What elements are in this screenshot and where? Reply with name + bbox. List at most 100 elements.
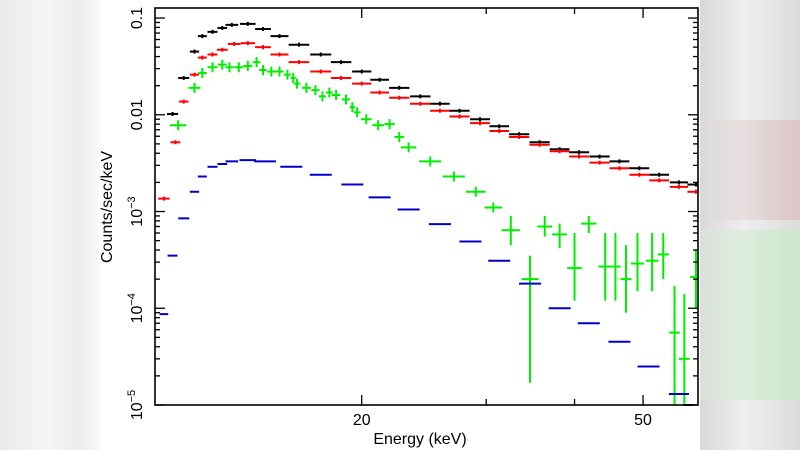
background-blur-right-top: [700, 120, 800, 220]
data-point: [349, 102, 356, 113]
data-point: [288, 42, 310, 47]
data-point: [501, 215, 520, 246]
data-point: [216, 47, 228, 52]
data-point: [394, 131, 405, 142]
y-tick-label-base: 10: [129, 209, 146, 227]
data-point: [188, 82, 201, 93]
data-point: [225, 62, 234, 73]
data-point: [197, 34, 207, 39]
data-point: [489, 128, 510, 133]
data-point: [170, 140, 181, 145]
background-blur-right-bottom: [700, 230, 800, 400]
data-point: [687, 189, 698, 194]
data-point: [310, 69, 332, 74]
y-tick-label: 10−5: [126, 390, 146, 420]
data-point: [293, 78, 301, 89]
series-1: [158, 41, 698, 201]
data-point: [197, 55, 207, 60]
data-point: [259, 65, 267, 76]
data-point: [341, 94, 351, 105]
data-point: [290, 72, 296, 83]
data-point: [400, 142, 417, 153]
x-tick-label: 20: [353, 412, 371, 429]
y-axis-label: Counts/sec/keV: [99, 151, 116, 263]
series-3: [159, 159, 694, 406]
y-tick-label: 0.1: [129, 7, 146, 29]
y-tick-label: 0.01: [129, 99, 146, 130]
data-point: [620, 245, 632, 313]
y-tick-label-exponent: −4: [126, 293, 138, 306]
data-point: [197, 68, 207, 79]
data-point: [370, 90, 390, 95]
data-point: [465, 186, 486, 197]
data-point: [225, 22, 239, 27]
data-point: [687, 182, 698, 187]
data-point: [581, 215, 597, 233]
data-point: [649, 172, 670, 177]
data-point: [645, 232, 659, 292]
data-point: [430, 108, 450, 113]
data-point: [217, 25, 228, 30]
data-point: [630, 232, 645, 292]
y-tick-label: 10−4: [126, 293, 146, 323]
data-point: [310, 52, 332, 57]
data-point: [267, 66, 276, 77]
x-axis-label: Energy (keV): [373, 431, 466, 448]
data-point: [552, 223, 568, 248]
data-point: [419, 156, 442, 167]
data-point: [629, 172, 650, 177]
y-tick-label-exponent: −3: [126, 196, 138, 209]
data-point: [178, 99, 189, 104]
data-point: [669, 285, 680, 405]
data-point: [569, 154, 590, 159]
data-point: [589, 154, 610, 159]
y-tick-label-group: 10−3: [126, 196, 146, 226]
data-point: [410, 94, 431, 99]
data-point: [449, 114, 470, 119]
data-point: [470, 121, 490, 126]
data-point: [353, 107, 361, 118]
data-point: [352, 69, 372, 74]
y-tick-label-base: 0.1: [129, 7, 146, 29]
data-point: [270, 52, 289, 57]
data-point: [489, 124, 510, 129]
data-point: [529, 142, 550, 147]
figure-background: [100, 0, 700, 450]
y-tick-label-exponent: −5: [126, 390, 138, 403]
data-point: [330, 60, 352, 65]
data-point: [207, 29, 218, 34]
data-marks: [158, 21, 698, 406]
data-point: [521, 255, 539, 383]
data-point: [470, 117, 490, 122]
data-point: [288, 60, 310, 65]
data-point: [270, 34, 289, 39]
data-point: [598, 232, 612, 301]
data-point: [389, 95, 410, 100]
data-point: [549, 149, 570, 154]
y-tick-label-group: 0.1: [129, 7, 146, 29]
data-point: [301, 82, 311, 93]
data-point: [589, 160, 610, 165]
data-point: [331, 90, 341, 101]
y-tick-label-base: 10: [129, 306, 146, 324]
data-point: [275, 66, 284, 77]
data-point: [669, 180, 689, 185]
data-point: [384, 119, 395, 130]
y-tick-label-base: 10: [129, 402, 146, 420]
y-tick-label-group: 10−5: [126, 390, 146, 420]
data-point: [679, 294, 690, 405]
data-point: [649, 178, 670, 183]
data-point: [669, 184, 689, 189]
x-tick-label: 50: [634, 412, 652, 429]
data-point: [430, 101, 450, 106]
data-point: [252, 57, 261, 68]
data-point: [442, 171, 465, 182]
data-point: [240, 41, 256, 46]
plot-frame: [154, 7, 699, 406]
data-point: [243, 60, 253, 71]
series-2: [170, 57, 698, 405]
data-point: [189, 49, 200, 54]
data-point: [569, 150, 590, 155]
data-point: [158, 196, 170, 201]
